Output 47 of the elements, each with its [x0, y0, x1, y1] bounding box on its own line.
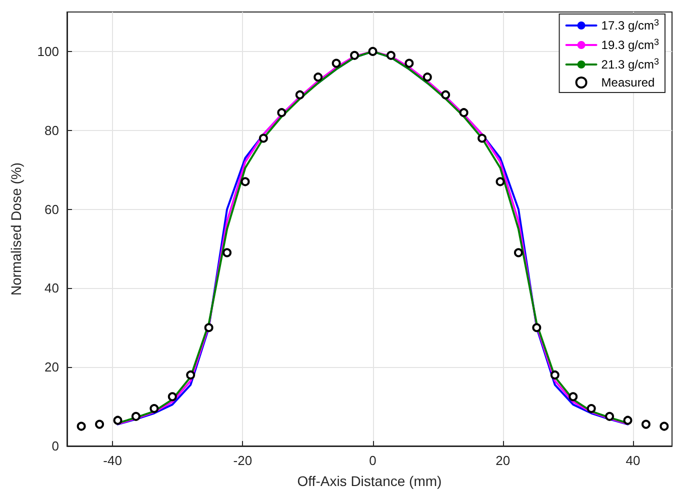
point [332, 58, 341, 68]
y-tick-label: 100 [37, 44, 59, 59]
point [459, 108, 468, 118]
point [660, 422, 669, 431]
x-tick-label: 40 [626, 453, 640, 468]
point [168, 392, 177, 402]
point [496, 177, 505, 186]
point [295, 90, 304, 100]
point [514, 248, 523, 258]
point [277, 108, 286, 118]
point [222, 248, 232, 258]
point [605, 412, 614, 421]
point [586, 404, 596, 414]
point [240, 177, 250, 186]
point [478, 134, 487, 143]
x-axis-title: Off-Axis Distance (mm) [297, 473, 442, 489]
point [441, 90, 450, 100]
point [623, 416, 632, 425]
point [131, 412, 140, 421]
point [258, 134, 268, 143]
point [568, 392, 578, 402]
point [186, 370, 196, 380]
y-tick-label: 80 [44, 122, 59, 138]
point [532, 323, 542, 332]
point [204, 323, 214, 332]
point [350, 50, 360, 60]
y-tick-label: 60 [44, 202, 59, 217]
point [76, 422, 86, 431]
x-tick-label: 20 [496, 453, 510, 468]
point [314, 72, 323, 82]
x-tick-label: -20 [233, 453, 252, 468]
point [95, 420, 104, 429]
x-tick-label: -40 [103, 453, 122, 468]
point [641, 420, 650, 429]
point [150, 404, 159, 414]
x-tick-label: 0 [369, 453, 376, 468]
point [386, 50, 396, 60]
point [113, 416, 122, 425]
y-tick-label: 40 [44, 280, 59, 296]
point [422, 72, 432, 82]
point [368, 46, 378, 56]
y-axis-title: Normalised Dose (%) [8, 162, 24, 296]
point [550, 370, 560, 380]
point [404, 58, 414, 68]
legend-label: Measured [601, 76, 655, 90]
y-tick-label: 20 [44, 360, 59, 375]
y-tick-label: 0 [52, 438, 59, 454]
